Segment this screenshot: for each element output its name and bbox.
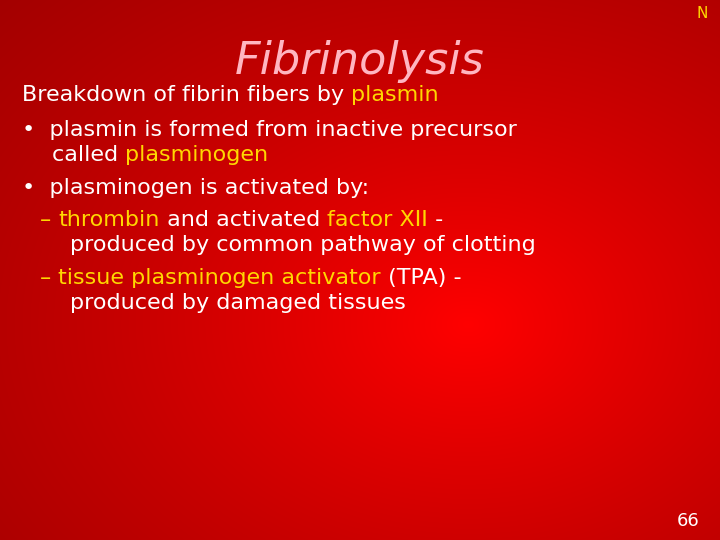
- Text: Fibrinolysis: Fibrinolysis: [235, 40, 485, 83]
- Text: tissue plasminogen activator: tissue plasminogen activator: [58, 268, 381, 288]
- Text: (TPA) -: (TPA) -: [381, 268, 462, 288]
- Text: and activated: and activated: [160, 210, 327, 230]
- Text: 66: 66: [678, 512, 700, 530]
- Text: thrombin: thrombin: [58, 210, 160, 230]
- Text: N: N: [697, 6, 708, 21]
- Text: •  plasmin is formed from inactive precursor: • plasmin is formed from inactive precur…: [22, 120, 517, 140]
- Text: •  plasminogen is activated by:: • plasminogen is activated by:: [22, 178, 369, 198]
- Text: produced by damaged tissues: produced by damaged tissues: [70, 293, 406, 313]
- Text: –: –: [40, 210, 58, 230]
- Text: factor XII: factor XII: [327, 210, 428, 230]
- Text: produced by common pathway of clotting: produced by common pathway of clotting: [70, 235, 536, 255]
- Text: called: called: [52, 145, 125, 165]
- Text: Breakdown of fibrin fibers by: Breakdown of fibrin fibers by: [22, 85, 351, 105]
- Text: plasminogen: plasminogen: [125, 145, 269, 165]
- Text: -: -: [428, 210, 443, 230]
- Text: plasmin: plasmin: [351, 85, 439, 105]
- Text: –: –: [40, 268, 58, 288]
